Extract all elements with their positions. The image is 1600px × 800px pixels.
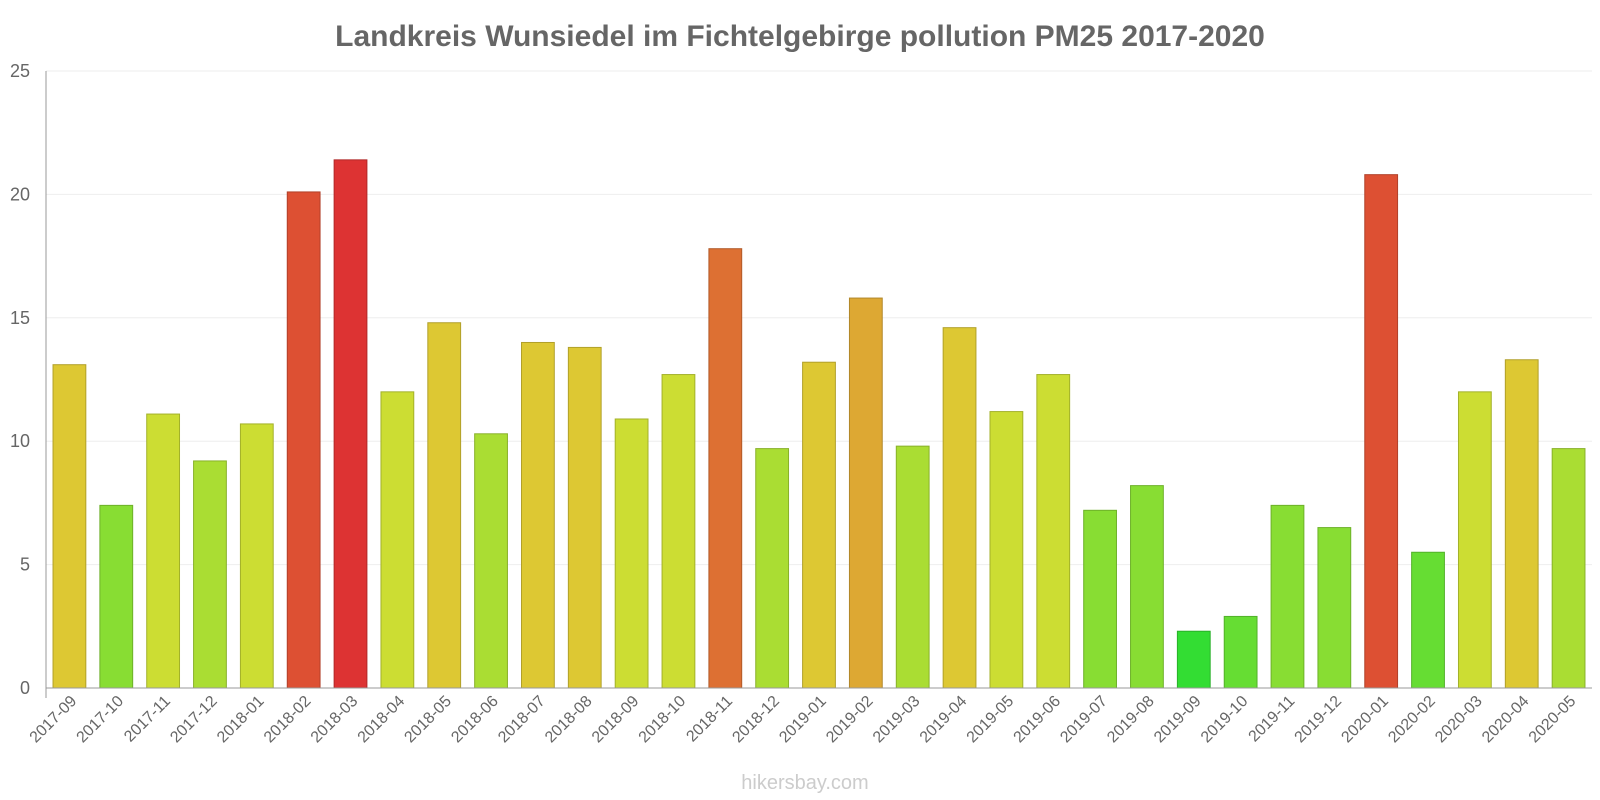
- bar-2018-11: [708, 248, 743, 689]
- y-tick-label: 25: [10, 61, 30, 81]
- bar-2020-02: [1411, 551, 1445, 689]
- bar-2018-03: [333, 159, 368, 689]
- x-tick-label: 2018-10: [636, 693, 690, 747]
- bar-2019-03: [895, 445, 930, 689]
- chart-title: Landkreis Wunsiedel im Fichtelgebirge po…: [335, 20, 1265, 53]
- bar-2020-05: [1551, 448, 1586, 689]
- bar-2018-09: [614, 418, 649, 689]
- x-tick-label: 2018-12: [729, 693, 783, 747]
- x-tick-label: 2018-09: [589, 693, 643, 747]
- bar-2018-06: [474, 433, 508, 689]
- x-tick-label: 2020-03: [1432, 693, 1486, 747]
- x-tick-label: 2020-05: [1526, 693, 1580, 747]
- bar-2019-09: [1176, 630, 1211, 689]
- x-tick-label: 2018-07: [495, 693, 549, 747]
- y-tick-label: 20: [10, 184, 30, 204]
- bar-2020-04: [1504, 359, 1539, 689]
- bar-2019-01: [802, 361, 836, 689]
- y-tick-label: 15: [10, 308, 30, 328]
- bar-2018-02: [286, 191, 321, 689]
- bar-2018-05: [427, 322, 462, 689]
- x-tick-label: 2019-05: [964, 693, 1018, 747]
- x-tick-label: 2019-10: [1198, 693, 1252, 747]
- x-tick-label: 2018-01: [214, 693, 268, 747]
- x-tick-label: 2019-02: [823, 693, 877, 747]
- x-tick-label: 2020-02: [1385, 693, 1439, 747]
- bars: [52, 159, 1586, 689]
- x-tick-label: 2019-08: [1104, 693, 1158, 747]
- y-axis-ticks: 0 5 10 15 20 25: [10, 61, 30, 698]
- bar-2018-10: [661, 374, 696, 689]
- x-tick-label: 2018-11: [683, 693, 736, 746]
- bar-2017-12: [193, 460, 227, 689]
- bar-2017-10: [99, 504, 134, 689]
- credit-text: hikersbay.com: [741, 772, 868, 794]
- bar-2019-04: [942, 327, 977, 689]
- bar-2019-07: [1083, 509, 1117, 689]
- x-tick-label: 2017-11: [121, 693, 174, 746]
- x-tick-label: 2017-12: [167, 693, 221, 747]
- x-tick-label: 2019-11: [1246, 693, 1299, 746]
- bar-2020-03: [1457, 391, 1492, 689]
- x-tick-label: 2019-07: [1057, 693, 1111, 747]
- bar-2018-12: [755, 448, 790, 689]
- bar-2018-07: [521, 341, 555, 689]
- x-tick-label: 2019-06: [1011, 693, 1065, 747]
- bar-2019-08: [1130, 485, 1164, 689]
- x-tick-label: 2019-03: [870, 693, 924, 747]
- x-tick-label: 2017-10: [74, 693, 128, 747]
- x-tick-label: 2018-08: [542, 693, 596, 747]
- x-tick-label: 2019-09: [1151, 693, 1205, 747]
- bar-2019-02: [848, 297, 883, 689]
- x-tick-label: 2018-05: [401, 693, 455, 747]
- bar-2018-01: [239, 423, 274, 689]
- x-tick-label: 2019-12: [1292, 693, 1346, 747]
- bar-2019-11: [1270, 504, 1305, 689]
- bar-2018-08: [567, 346, 602, 689]
- x-tick-label: 2018-03: [308, 693, 362, 747]
- x-tick-label: 2018-02: [261, 693, 315, 747]
- y-tick-label: 0: [20, 678, 30, 698]
- bar-2019-12: [1317, 527, 1352, 689]
- y-tick-label: 10: [10, 431, 30, 451]
- bar-2019-05: [989, 411, 1024, 689]
- y-tick-label: 5: [20, 555, 30, 575]
- bar-2017-11: [146, 413, 181, 689]
- bar-2019-10: [1223, 615, 1258, 689]
- x-tick-label: 2019-04: [917, 693, 971, 747]
- bar-2019-06: [1036, 374, 1071, 689]
- x-tick-label: 2017-09: [27, 693, 81, 747]
- x-tick-label: 2018-04: [355, 693, 409, 747]
- bar-2020-01: [1364, 174, 1399, 689]
- x-tick-label: 2020-04: [1479, 693, 1533, 747]
- bar-2018-04: [380, 391, 415, 689]
- x-tick-label: 2020-01: [1338, 693, 1392, 747]
- x-tick-label: 2019-01: [776, 693, 830, 747]
- x-tick-label: 2018-06: [448, 693, 502, 747]
- x-axis-ticks: 2017-092017-102017-112017-122018-012018-…: [27, 693, 1580, 747]
- bar-2017-09: [52, 364, 87, 689]
